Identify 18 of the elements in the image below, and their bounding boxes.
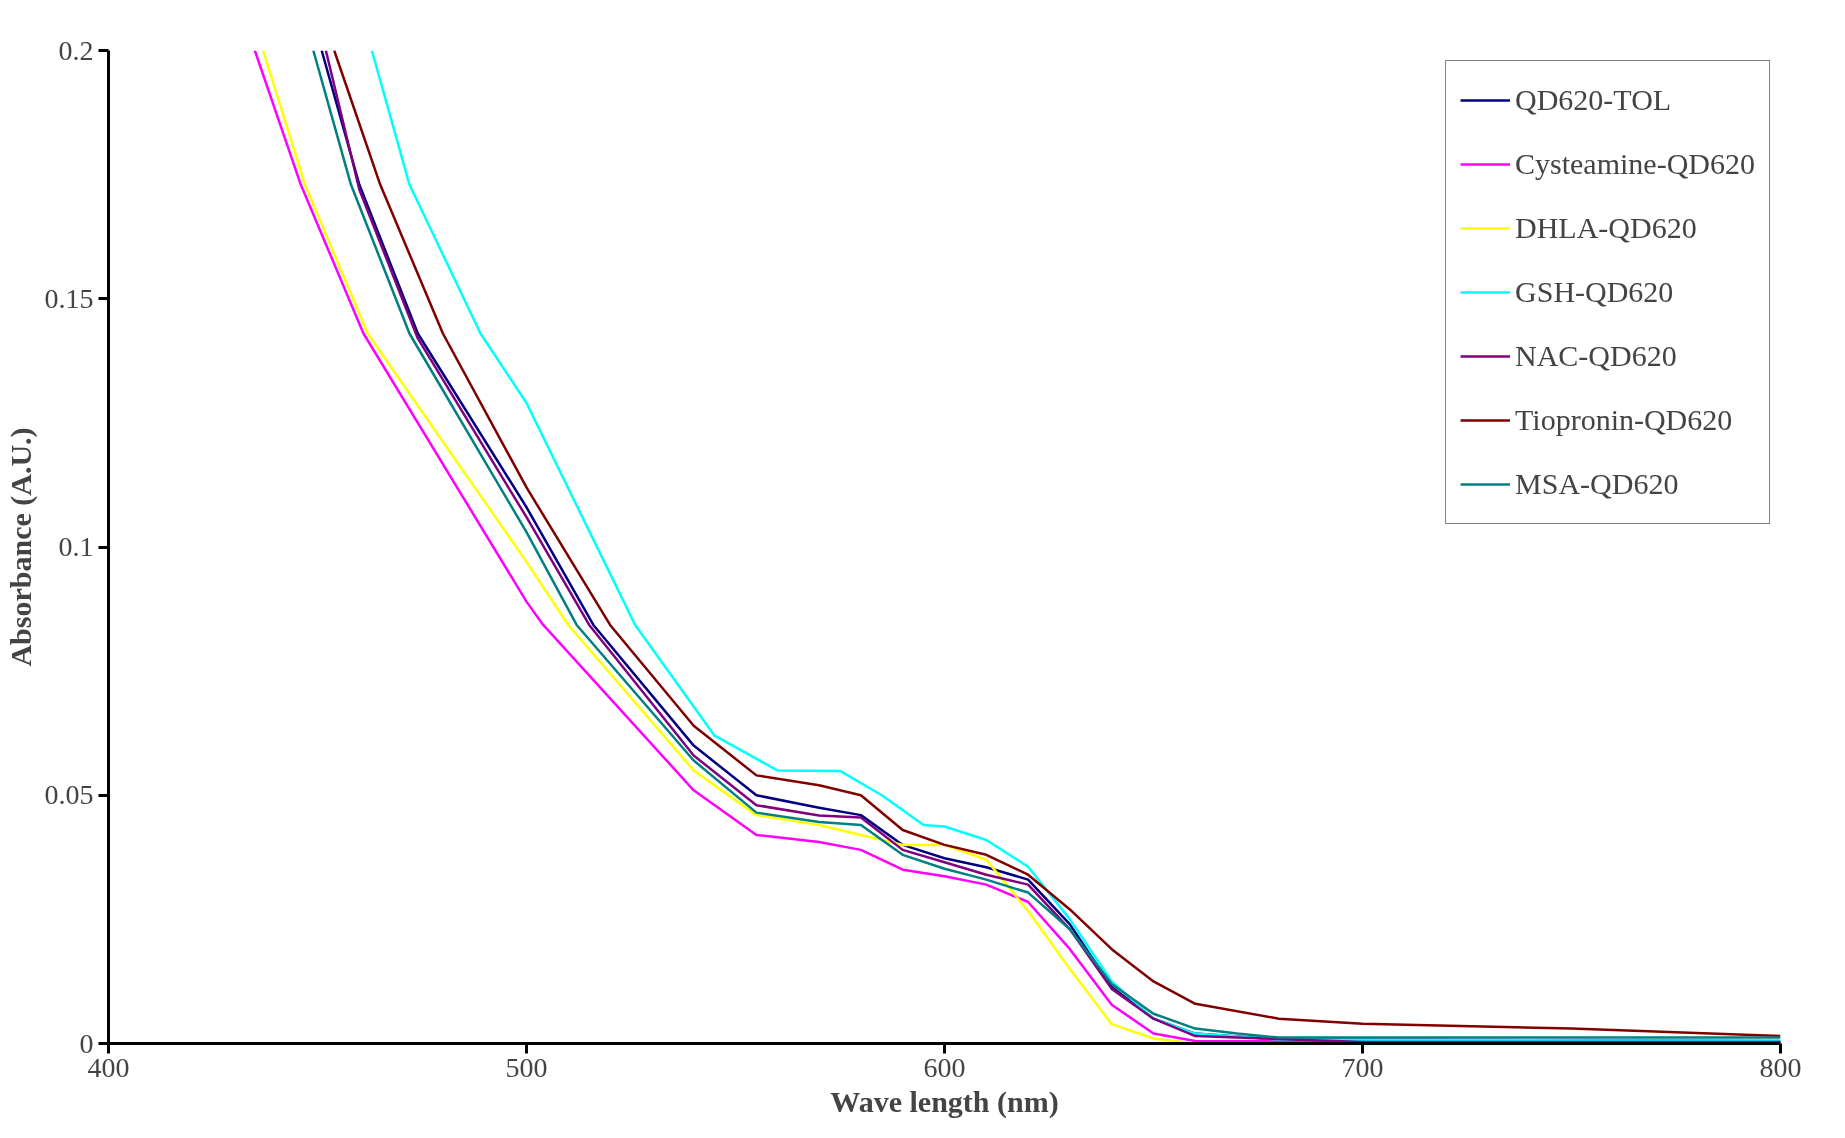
x-axis-title: Wave length (nm): [830, 1084, 1059, 1119]
legend-label: DHLA-QD620: [1515, 210, 1697, 246]
x-tick-label: 700: [1341, 1051, 1384, 1083]
y-tick-label: 0.15: [44, 282, 94, 314]
y-tick-label: 0: [79, 1027, 94, 1059]
y-tick-label: 0.2: [58, 34, 94, 66]
legend-label: Cysteamine-QD620: [1515, 146, 1755, 182]
legend-label: QD620-TOL: [1515, 82, 1672, 118]
legend-label: MSA-QD620: [1515, 466, 1679, 502]
x-tick-label: 600: [923, 1051, 966, 1083]
legend-label: NAC-QD620: [1515, 338, 1677, 374]
y-tick-label: 0.1: [58, 531, 94, 562]
legend-label: Tiopronin-QD620: [1515, 402, 1733, 438]
x-tick-label: 500: [505, 1051, 548, 1083]
y-axis-title: Absorbance (A.U.): [3, 427, 38, 667]
x-tick-label: 800: [1759, 1051, 1802, 1083]
legend-label: GSH-QD620: [1515, 274, 1674, 310]
y-tick-label: 0.05: [44, 779, 94, 811]
